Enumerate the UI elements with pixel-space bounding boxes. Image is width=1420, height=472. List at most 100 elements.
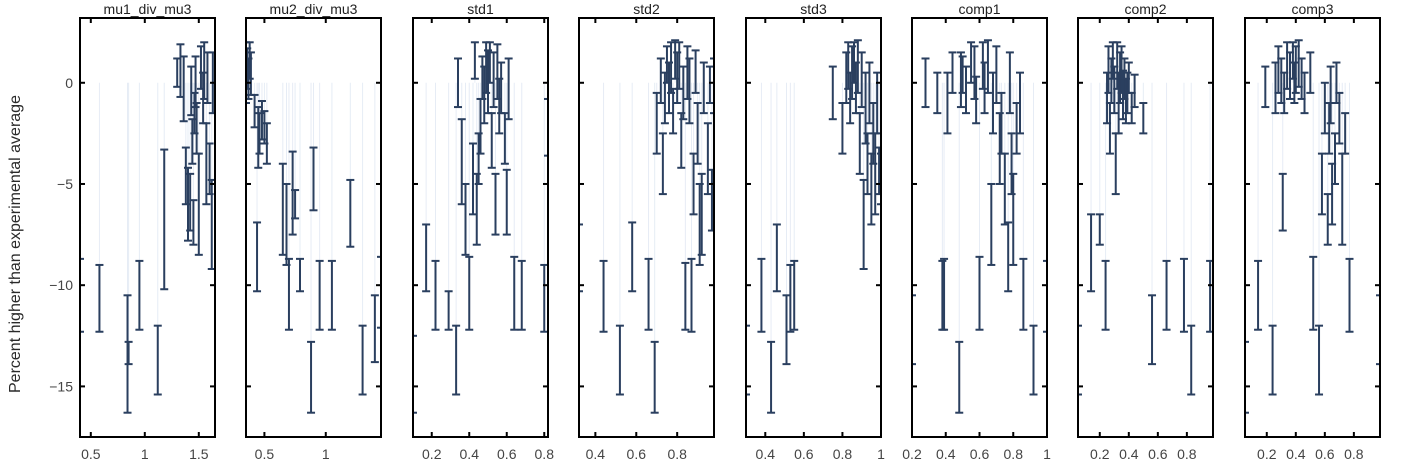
error-bar bbox=[1325, 102, 1334, 155]
subplot-frame bbox=[79, 17, 216, 438]
error-bar bbox=[579, 223, 583, 293]
error-bar bbox=[1148, 294, 1157, 366]
y-tick-label: −5 bbox=[57, 176, 73, 192]
error-bar bbox=[454, 57, 462, 109]
error-bar bbox=[358, 324, 367, 396]
subplot-comp2: 0.2 0.4 0.6 0.8 comp2 bbox=[1077, 1, 1214, 462]
subplot-comp3: 0.2 0.4 0.6 0.8 comp3 bbox=[1244, 1, 1381, 462]
x-tick-label: 0.2 bbox=[1090, 446, 1110, 462]
error-bar bbox=[540, 263, 548, 333]
error-bar bbox=[1309, 255, 1318, 331]
error-bar bbox=[995, 112, 1004, 185]
error-bar bbox=[517, 259, 526, 331]
error-bar bbox=[975, 255, 984, 331]
error-bar bbox=[679, 65, 688, 121]
error-bar bbox=[707, 168, 714, 232]
error-bar bbox=[502, 168, 511, 236]
error-bar bbox=[1320, 81, 1329, 135]
error-bar bbox=[912, 294, 916, 366]
error-bar bbox=[189, 199, 198, 246]
error-bar bbox=[485, 41, 494, 84]
subplot-title: std2 bbox=[633, 1, 660, 17]
y-tick-label: −10 bbox=[49, 277, 73, 293]
plot-area bbox=[80, 41, 215, 414]
error-bar bbox=[160, 148, 169, 291]
subplot-comp1: 0.2 0.4 0.6 0.8 1 comp1 bbox=[902, 1, 1051, 462]
error-bar bbox=[1007, 132, 1016, 196]
x-tick-label: 0.8 bbox=[667, 446, 687, 462]
error-bar bbox=[461, 182, 470, 256]
error-bar bbox=[487, 112, 496, 169]
error-bar bbox=[1005, 51, 1014, 115]
error-bar bbox=[938, 259, 947, 331]
error-bar bbox=[422, 223, 431, 293]
error-bar bbox=[1268, 324, 1277, 396]
error-bar bbox=[1009, 172, 1018, 266]
error-bar bbox=[921, 57, 930, 109]
error-bar bbox=[838, 102, 847, 155]
error-bar bbox=[681, 261, 690, 331]
error-bar bbox=[1245, 340, 1249, 414]
subplot-mu2-div-mu3: 0.5 1 mu2_div_mu3 bbox=[245, 1, 382, 462]
error-bar bbox=[202, 122, 211, 206]
error-bar bbox=[703, 122, 712, 196]
error-bar bbox=[933, 71, 942, 115]
error-bar bbox=[955, 340, 964, 414]
x-tick-label: 0.8 bbox=[1177, 446, 1197, 462]
error-bar bbox=[599, 259, 608, 333]
error-bar bbox=[452, 324, 461, 396]
subplot-std2: 0.4 0.6 0.8 std2 bbox=[578, 1, 715, 462]
error-bar bbox=[370, 294, 379, 364]
error-bar bbox=[1043, 259, 1047, 333]
error-bar bbox=[1111, 132, 1120, 196]
x-tick-label: 0.4 bbox=[1286, 446, 1306, 462]
error-bar bbox=[179, 55, 188, 123]
error-bar bbox=[413, 334, 417, 414]
plot-area bbox=[246, 41, 381, 414]
error-bar bbox=[1345, 257, 1354, 333]
error-bar bbox=[95, 263, 104, 333]
error-bar bbox=[644, 257, 653, 331]
error-bar bbox=[1179, 257, 1188, 333]
error-bar bbox=[288, 150, 297, 236]
error-bar bbox=[510, 255, 519, 331]
y-tick-label: 0 bbox=[65, 75, 73, 91]
error-bar bbox=[444, 290, 453, 331]
error-bar bbox=[853, 39, 862, 94]
x-tick-label: 0.4 bbox=[1119, 446, 1139, 462]
x-tick-label: 0.6 bbox=[970, 446, 990, 462]
x-tick-label: 0.8 bbox=[535, 446, 555, 462]
x-tick-label: 0.5 bbox=[81, 446, 101, 462]
error-bar bbox=[457, 118, 466, 206]
error-bar bbox=[828, 65, 837, 121]
error-bar bbox=[504, 57, 513, 121]
error-bar bbox=[1016, 71, 1024, 135]
error-bar bbox=[1139, 102, 1148, 135]
error-bar bbox=[962, 65, 970, 115]
error-bar bbox=[124, 340, 133, 366]
error-bar bbox=[469, 142, 477, 216]
error-bar bbox=[691, 49, 700, 94]
error-bar bbox=[246, 41, 254, 80]
subplot-frame bbox=[1077, 17, 1214, 438]
x-tick-label: 0.6 bbox=[1148, 446, 1168, 462]
subplot-title: comp1 bbox=[958, 1, 1000, 17]
x-tick-label: 0.2 bbox=[1257, 446, 1277, 462]
error-bar bbox=[790, 259, 799, 331]
error-bar bbox=[992, 45, 1001, 105]
error-bar bbox=[184, 166, 192, 242]
x-tick-label: 0.8 bbox=[833, 446, 853, 462]
error-bar bbox=[544, 97, 548, 157]
error-bar bbox=[1323, 193, 1332, 246]
error-bar bbox=[1261, 65, 1270, 109]
error-bar bbox=[1341, 112, 1350, 155]
subplot-title: comp3 bbox=[1291, 1, 1333, 17]
x-tick-label: 0.4 bbox=[586, 446, 606, 462]
error-bar bbox=[470, 41, 479, 80]
subplot-mu1-div-mu3: 0 −5 −10 −15 0.5 1 1.5 mu1_div_mu3 bbox=[49, 1, 216, 462]
error-bar bbox=[652, 91, 661, 155]
error-bar bbox=[697, 172, 706, 256]
plot-area bbox=[746, 39, 881, 414]
error-bar bbox=[253, 221, 262, 293]
